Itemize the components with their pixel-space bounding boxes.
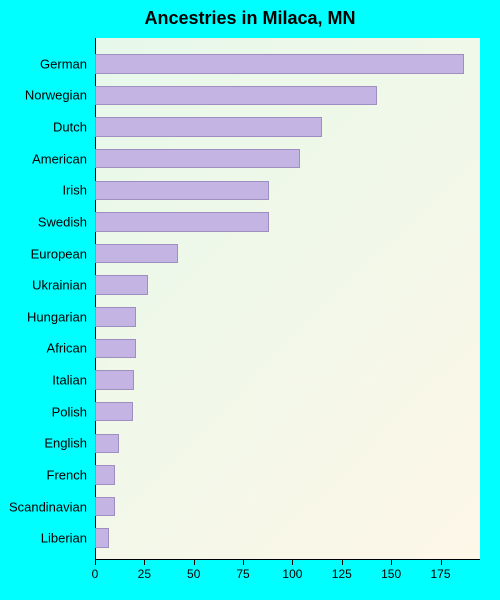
y-axis-label: Swedish: [0, 214, 87, 229]
y-axis-label: European: [0, 246, 87, 261]
y-axis-label: Irish: [0, 183, 87, 198]
y-axis-label: French: [0, 467, 87, 482]
x-tick: [243, 560, 244, 565]
x-axis-label: 175: [430, 567, 450, 581]
x-axis-label: 150: [381, 567, 401, 581]
bar: [95, 181, 269, 201]
bar: [95, 212, 269, 232]
x-tick: [292, 560, 293, 565]
y-axis-label: Hungarian: [0, 309, 87, 324]
x-tick: [95, 560, 96, 565]
x-tick: [194, 560, 195, 565]
y-axis-label: African: [0, 341, 87, 356]
bar: [95, 370, 134, 390]
x-axis-label: 0: [92, 567, 99, 581]
y-axis-label: Italian: [0, 373, 87, 388]
y-axis-label: English: [0, 436, 87, 451]
x-tick: [441, 560, 442, 565]
y-axis-label: German: [0, 56, 87, 71]
bar: [95, 149, 300, 169]
bar: [95, 497, 115, 517]
x-axis-label: 100: [282, 567, 302, 581]
x-tick: [144, 560, 145, 565]
x-tick: [342, 560, 343, 565]
chart-title: Ancestries in Milaca, MN: [0, 8, 500, 29]
plot-area: [95, 38, 480, 560]
bar: [95, 86, 377, 106]
bar: [95, 402, 133, 422]
bar: [95, 244, 178, 264]
x-axis-line: [95, 559, 480, 560]
x-axis-label: 125: [332, 567, 352, 581]
y-axis-label: American: [0, 151, 87, 166]
x-axis-label: 50: [187, 567, 200, 581]
x-tick: [391, 560, 392, 565]
bar: [95, 465, 115, 485]
y-axis-label: Liberian: [0, 531, 87, 546]
bar: [95, 434, 119, 454]
y-axis-label: Norwegian: [0, 88, 87, 103]
y-axis-label: Scandinavian: [0, 499, 87, 514]
bar: [95, 117, 322, 137]
bar: [95, 54, 464, 74]
y-axis-label: Dutch: [0, 120, 87, 135]
bar: [95, 275, 148, 295]
x-axis-label: 75: [236, 567, 249, 581]
bar: [95, 528, 109, 548]
bar: [95, 339, 136, 359]
y-axis-label: Polish: [0, 404, 87, 419]
x-axis-label: 25: [138, 567, 151, 581]
y-axis-label: Ukrainian: [0, 278, 87, 293]
chart-container: Ancestries in Milaca, MN City-Data.com G…: [0, 0, 500, 600]
bar: [95, 307, 136, 327]
